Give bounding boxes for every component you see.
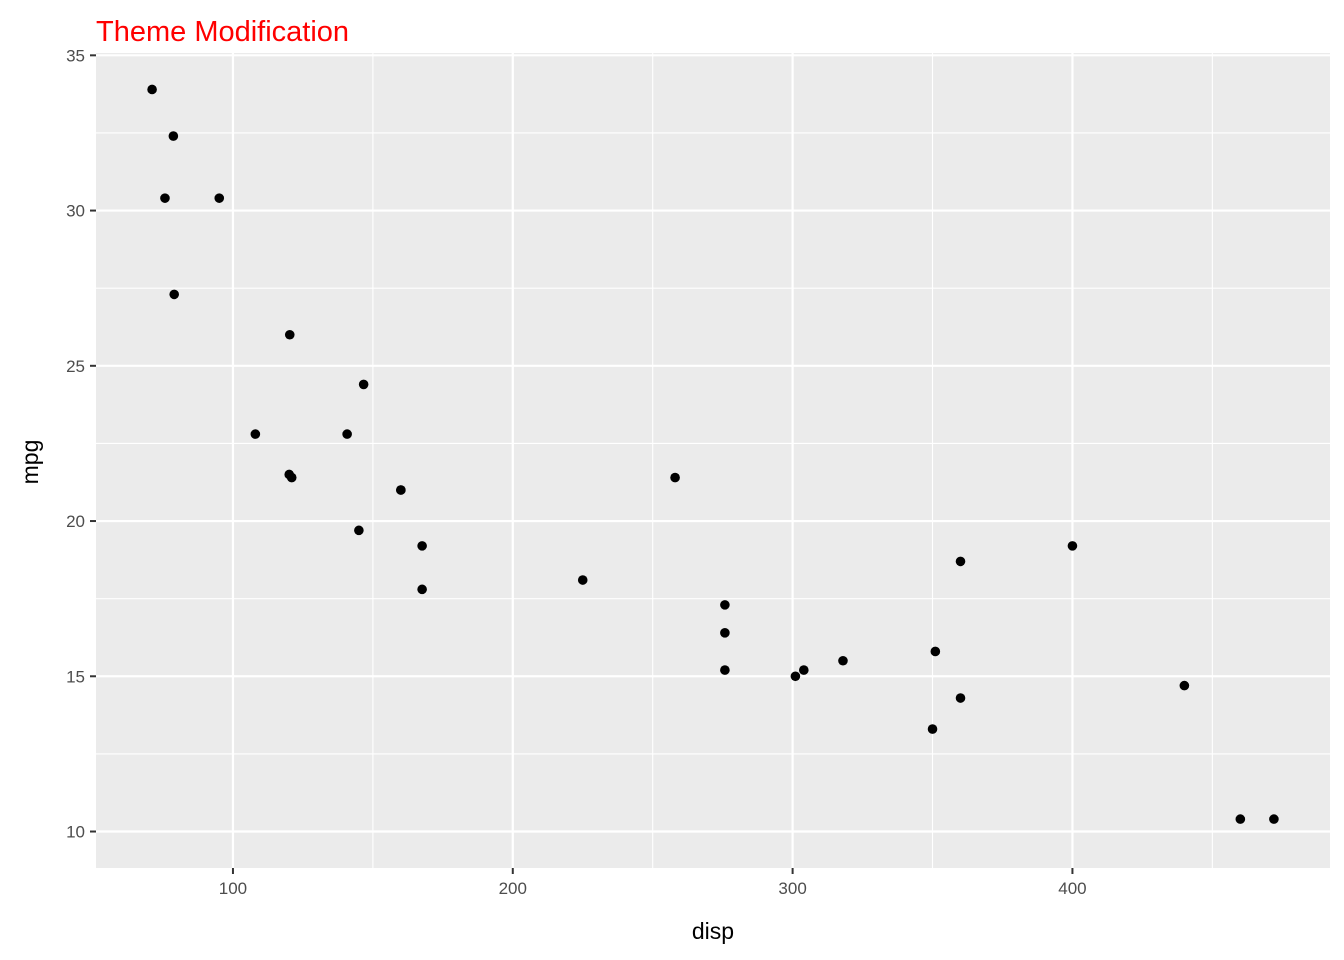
y-axis: 10 15 20 25 30 35 — [66, 46, 96, 842]
data-point — [720, 628, 730, 638]
data-point — [160, 193, 170, 203]
data-point — [577, 575, 588, 585]
plot-panel — [96, 53, 1330, 868]
y-tick-label: 10 — [66, 823, 85, 842]
data-point — [214, 193, 225, 203]
data-point — [169, 289, 179, 300]
data-point — [1067, 541, 1078, 551]
y-axis-title: mpg — [17, 440, 43, 485]
y-tick-label: 20 — [66, 512, 85, 531]
x-axis-title: disp — [692, 918, 734, 944]
x-tick-label: 200 — [499, 879, 527, 898]
chart-title: Theme Modification — [96, 16, 349, 48]
y-tick-label: 35 — [66, 46, 85, 65]
data-point — [284, 329, 295, 340]
data-point — [286, 472, 297, 483]
data-point — [1235, 814, 1246, 824]
data-point — [358, 379, 369, 390]
data-points — [147, 84, 1279, 824]
data-point — [838, 655, 848, 666]
data-point — [417, 584, 427, 595]
data-point — [799, 665, 809, 675]
x-tick-label: 300 — [778, 879, 806, 898]
data-point — [955, 693, 966, 703]
x-tick-label: 100 — [219, 879, 247, 898]
data-point — [955, 556, 966, 567]
y-tick-label: 15 — [66, 667, 85, 686]
data-point — [147, 84, 157, 95]
data-point — [417, 541, 427, 551]
data-point — [930, 646, 941, 657]
data-point — [342, 429, 352, 439]
x-axis: 100 200 300 400 — [219, 868, 1087, 898]
data-point — [670, 472, 680, 483]
data-point — [396, 485, 406, 495]
data-point — [354, 525, 364, 536]
y-tick-label: 25 — [66, 357, 85, 376]
data-point — [1269, 814, 1279, 824]
data-point — [1179, 680, 1190, 691]
data-point — [927, 724, 938, 734]
y-tick-label: 30 — [66, 202, 85, 221]
x-tick-label: 400 — [1058, 879, 1086, 898]
data-point — [720, 600, 730, 610]
data-point — [790, 671, 801, 682]
data-point — [720, 665, 730, 675]
major-gridlines — [96, 53, 1330, 868]
minor-gridlines — [96, 53, 1330, 868]
data-point — [250, 429, 261, 439]
data-point — [168, 131, 179, 141]
